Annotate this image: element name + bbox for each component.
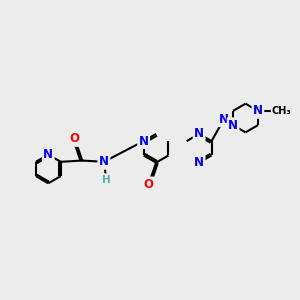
Text: N: N (194, 128, 204, 140)
Text: N: N (99, 155, 109, 168)
Text: N: N (194, 156, 204, 169)
Text: H: H (102, 175, 111, 185)
Text: O: O (70, 133, 80, 146)
Text: N: N (139, 135, 149, 148)
Text: CH₃: CH₃ (272, 106, 292, 116)
Text: N: N (253, 104, 263, 117)
Text: N: N (219, 113, 229, 126)
Text: N: N (43, 148, 53, 161)
Text: N: N (228, 119, 238, 132)
Text: O: O (144, 178, 154, 191)
